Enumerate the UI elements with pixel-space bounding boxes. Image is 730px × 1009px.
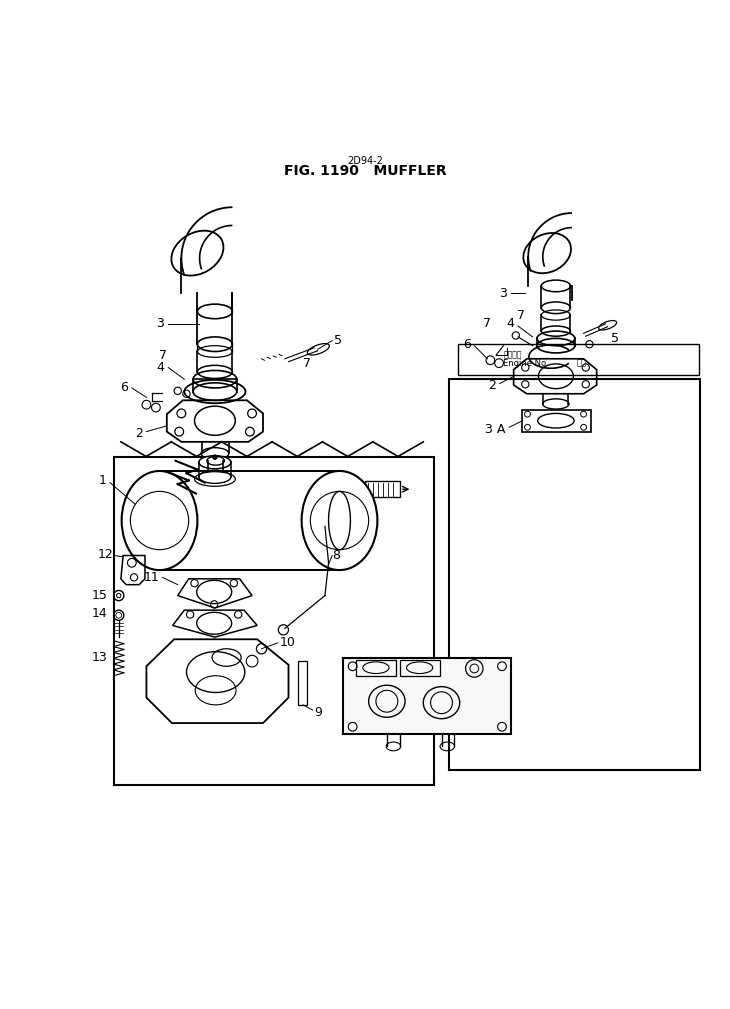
Text: 14: 14: [92, 607, 108, 621]
Text: 5: 5: [611, 332, 619, 345]
Text: 7: 7: [159, 349, 167, 361]
Bar: [356, 660, 396, 676]
Bar: [365, 481, 400, 497]
Text: 6: 6: [120, 381, 128, 395]
Text: 7: 7: [518, 309, 526, 322]
Ellipse shape: [199, 456, 231, 469]
Circle shape: [212, 455, 217, 459]
Ellipse shape: [542, 281, 570, 292]
Text: 13: 13: [92, 651, 108, 664]
Text: 2: 2: [488, 379, 496, 393]
Text: 適用号機: 適用号機: [504, 350, 522, 359]
Text: 6: 6: [463, 338, 471, 351]
Bar: [400, 660, 440, 676]
Ellipse shape: [301, 471, 377, 570]
Text: Engine No.: Engine No.: [504, 358, 549, 367]
Text: 2D94-2: 2D94-2: [347, 156, 383, 166]
Text: 4: 4: [157, 361, 165, 374]
Ellipse shape: [122, 471, 197, 570]
Text: 11: 11: [144, 571, 160, 584]
Text: 1: 1: [99, 474, 107, 487]
Text: 10: 10: [280, 637, 296, 650]
Text: 7: 7: [303, 357, 311, 370]
Text: 3: 3: [156, 317, 164, 330]
Bar: [343, 658, 511, 734]
Bar: [449, 379, 700, 771]
Ellipse shape: [197, 304, 232, 319]
Ellipse shape: [523, 233, 571, 273]
Ellipse shape: [172, 231, 223, 275]
Text: 2: 2: [135, 427, 143, 440]
Text: 4: 4: [507, 317, 515, 330]
Text: 9: 9: [314, 705, 322, 718]
Text: 3 A: 3 A: [485, 423, 505, 436]
Text: 5: 5: [334, 334, 342, 347]
Text: 7: 7: [483, 317, 491, 330]
Text: ・～: ・～: [576, 358, 586, 367]
Bar: [458, 344, 699, 374]
Bar: [114, 457, 434, 785]
Bar: [523, 410, 591, 432]
Bar: [298, 661, 307, 705]
Text: 15: 15: [92, 589, 108, 602]
Text: 8: 8: [332, 549, 340, 562]
Text: 3: 3: [499, 287, 507, 300]
Text: FIG. 1190   MUFFLER: FIG. 1190 MUFFLER: [284, 163, 446, 178]
Text: 12: 12: [98, 548, 114, 561]
